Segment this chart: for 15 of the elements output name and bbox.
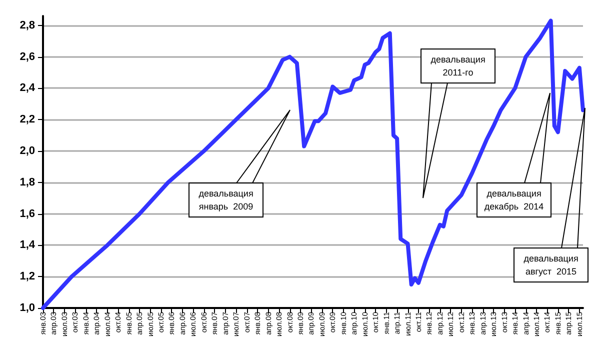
- y-tick-label: 2,2: [20, 114, 35, 126]
- annotation: девальвация декабрь 2014: [484, 188, 544, 212]
- y-tick-label: 1,2: [20, 270, 35, 283]
- y-tick-label: 1,4: [20, 239, 36, 252]
- y-tick-label: 2,6: [20, 50, 35, 63]
- annotation: девальвация 2011-го: [430, 54, 486, 78]
- y-tick-label: 1,0: [20, 302, 35, 314]
- y-tick-label: 2,4: [20, 82, 36, 94]
- annotation: девальвация январь 2009: [198, 188, 254, 212]
- line-series: [41, 18, 585, 310]
- y-tick-label: 1,8: [20, 176, 35, 188]
- annotation: девальвация август 2015: [524, 254, 578, 276]
- y-tick-label: 2,0: [20, 145, 35, 158]
- y-tick-label: 2,8: [20, 19, 35, 32]
- y-tick-label: 1,6: [20, 208, 35, 220]
